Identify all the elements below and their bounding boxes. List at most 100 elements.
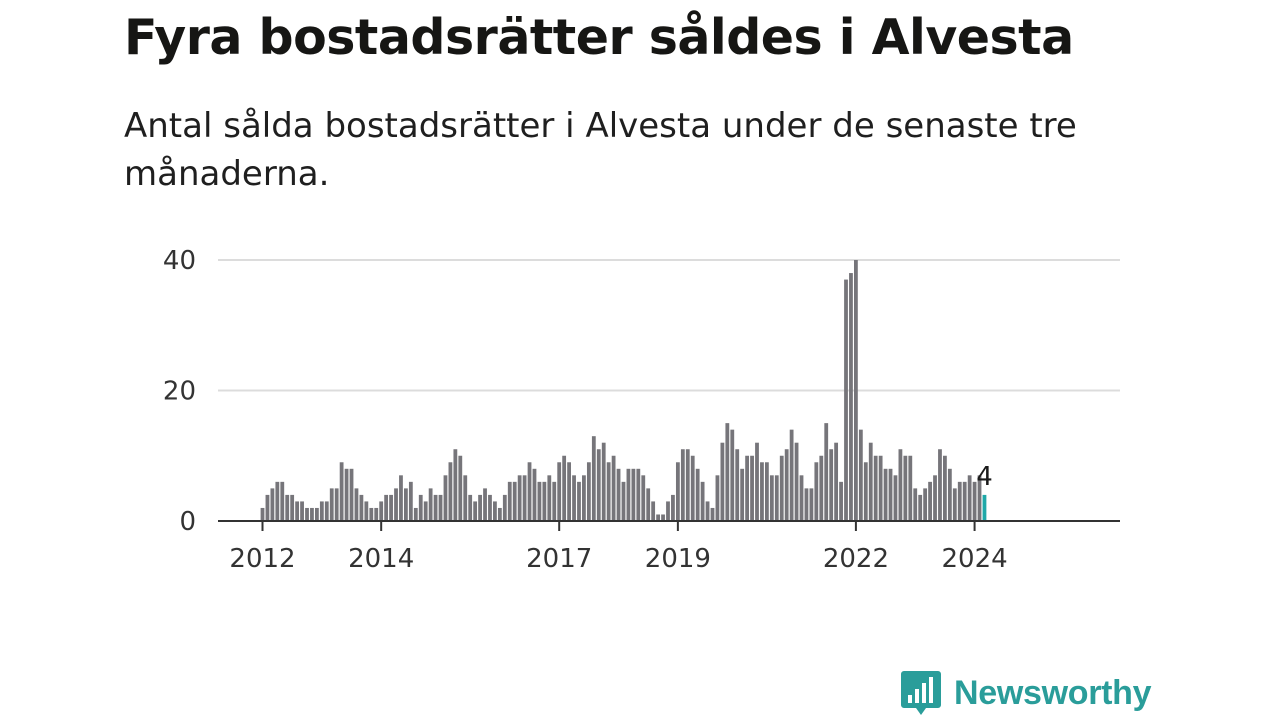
bar — [962, 481, 967, 521]
bar — [260, 507, 265, 521]
bar — [572, 475, 576, 521]
bar — [448, 462, 453, 521]
bar — [562, 455, 567, 521]
bar — [967, 475, 972, 521]
bar — [651, 501, 656, 522]
bar — [488, 494, 492, 521]
bar — [512, 481, 517, 521]
bar — [404, 488, 408, 522]
highlight-bar — [982, 494, 987, 521]
bar — [265, 494, 270, 521]
bar — [522, 475, 527, 521]
bar — [493, 501, 497, 522]
bar — [923, 488, 928, 522]
bar — [582, 475, 586, 521]
bar — [745, 455, 750, 521]
bar — [621, 481, 626, 521]
bar — [463, 475, 468, 521]
bar — [507, 481, 512, 521]
bar — [844, 279, 848, 521]
bar — [438, 494, 443, 521]
bar — [755, 442, 759, 521]
bar — [324, 501, 329, 522]
bar — [735, 449, 740, 522]
bar — [834, 442, 839, 521]
bar — [680, 449, 685, 522]
bar — [943, 455, 947, 521]
bar — [285, 494, 290, 521]
bar — [849, 273, 853, 521]
bar — [715, 475, 720, 521]
bar — [502, 494, 507, 521]
bar — [913, 488, 918, 522]
bar — [433, 494, 438, 521]
logo-text: Newsworthy — [954, 673, 1152, 712]
bar — [453, 449, 458, 522]
bar — [784, 449, 789, 522]
bar — [863, 462, 868, 521]
bar — [349, 468, 354, 521]
bar — [769, 475, 774, 521]
bar — [977, 475, 982, 521]
bar — [710, 507, 715, 521]
bar — [878, 455, 883, 521]
bar — [661, 514, 665, 522]
bar — [280, 481, 285, 521]
bar — [374, 507, 379, 521]
bar — [858, 429, 863, 521]
bar — [764, 462, 769, 521]
bar — [888, 468, 893, 521]
bar — [344, 468, 349, 521]
bar — [952, 488, 957, 522]
bar — [384, 494, 389, 521]
bar — [567, 462, 571, 521]
bar — [799, 475, 804, 521]
bar — [586, 462, 591, 521]
bar — [611, 455, 616, 521]
bar — [552, 481, 557, 521]
bar — [641, 475, 646, 521]
bar — [666, 501, 670, 522]
bar — [750, 455, 754, 521]
bar — [428, 488, 433, 522]
bar-chart: 0 20 40 2012 2014 2017 2019 2022 2024 4 — [163, 246, 1120, 574]
bar — [636, 468, 641, 521]
x-tick-label: 2019 — [645, 544, 711, 574]
bar — [725, 423, 730, 522]
bar — [527, 462, 532, 521]
bar — [305, 507, 309, 521]
bar — [557, 462, 562, 521]
bar — [685, 449, 690, 522]
bar — [483, 488, 487, 522]
bar — [394, 488, 398, 522]
x-tick-label: 2017 — [526, 544, 592, 574]
bar — [591, 436, 596, 522]
bar — [839, 481, 843, 521]
bar — [359, 494, 364, 521]
bar — [408, 481, 413, 521]
bar — [774, 475, 779, 521]
bar — [760, 462, 764, 521]
bar — [898, 449, 903, 522]
bar — [933, 475, 937, 521]
bar — [626, 468, 631, 521]
bar — [616, 468, 621, 521]
bar — [418, 494, 423, 521]
bar — [631, 468, 636, 521]
y-tick-label: 40 — [163, 246, 196, 276]
bar — [547, 475, 552, 521]
bar — [854, 260, 858, 521]
bar — [300, 501, 304, 522]
bar — [468, 494, 473, 521]
bar — [364, 501, 369, 522]
bar — [473, 501, 478, 522]
bar — [957, 481, 962, 521]
bar — [824, 423, 829, 522]
x-tick-label: 2014 — [348, 544, 414, 574]
newsworthy-bars-icon — [901, 671, 941, 715]
bar — [399, 475, 403, 521]
bar — [700, 481, 705, 521]
bar — [577, 481, 581, 521]
bar — [908, 455, 913, 521]
bar — [720, 442, 725, 521]
